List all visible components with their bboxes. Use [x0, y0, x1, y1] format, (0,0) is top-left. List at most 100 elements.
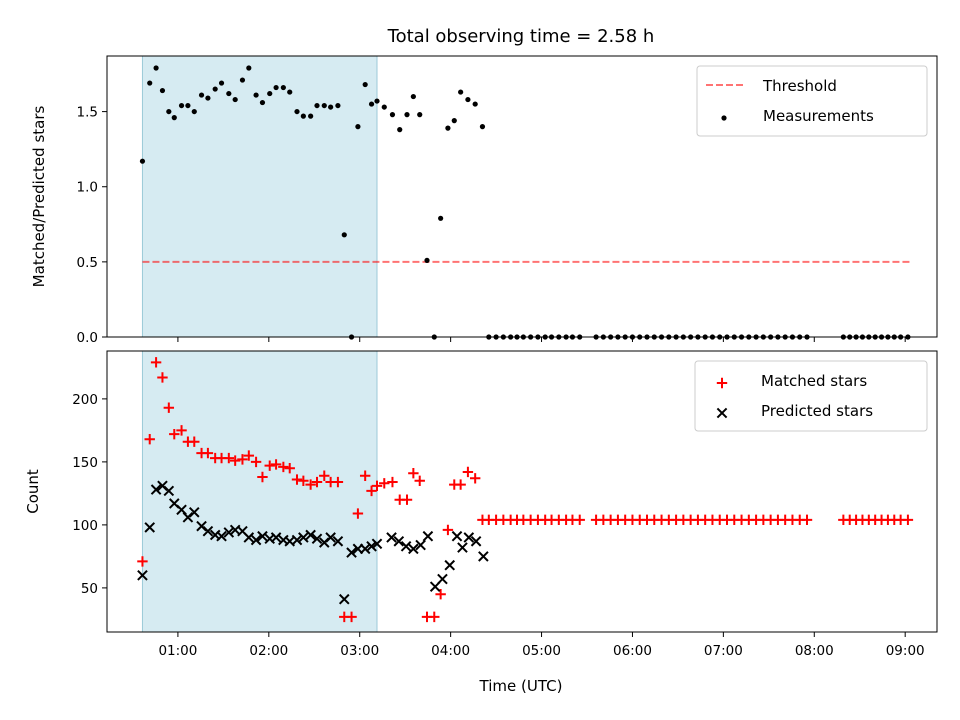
legend-label: Threshold [762, 77, 837, 95]
data-point-plus [298, 475, 309, 486]
data-point-plus [157, 372, 168, 383]
data-point-plus [902, 514, 914, 526]
bottom-panel-y-ticks: 50 100 150 200 [72, 392, 107, 597]
data-point-dot [341, 232, 347, 238]
data-point-dot [191, 108, 197, 115]
legend-box [696, 65, 928, 137]
x-tick-label: 05:00 [522, 643, 561, 659]
data-point-dot [273, 84, 279, 91]
y-tick-label: 100 [72, 518, 98, 534]
data-point-x [243, 532, 255, 543]
data-point-plus [284, 462, 295, 474]
data-point-plus [264, 460, 275, 471]
x-tick-label: 09:00 [886, 643, 925, 659]
bottom-panel-observing-span [141, 350, 378, 633]
data-point-x [163, 485, 175, 497]
data-point-dot [458, 89, 464, 95]
data-point-dot [465, 96, 471, 103]
bottom-panel-x-ticks: 01:00 02:00 03:00 04:00 05:00 06:00 07:00 08:00… [158, 632, 925, 659]
data-point-plus [469, 473, 481, 484]
x-tick-label: 08:00 [795, 643, 834, 659]
x-tick-label: 01:00 [158, 643, 197, 659]
data-point-dot [404, 112, 410, 118]
bottom-panel: 50 100 150 200 01:00 02:00 03:00 04:00 05:00 06:… [24, 350, 938, 659]
data-point-dot [178, 102, 185, 109]
data-point-plus [163, 402, 175, 413]
data-point-dot [153, 65, 159, 71]
data-point-x [250, 534, 262, 546]
data-point-x [298, 532, 309, 543]
data-point-x [338, 593, 350, 605]
data-point-x [451, 530, 463, 542]
data-point-x [478, 551, 489, 562]
data-point-plus [379, 478, 390, 489]
bottom-panel-legend: Matched stars Predicted stars [694, 360, 928, 432]
data-point-dot [368, 101, 375, 107]
data-point-dot [328, 104, 334, 110]
data-point-dot [139, 158, 146, 164]
data-point-plus [359, 470, 371, 481]
data-point-plus [169, 428, 180, 440]
data-point-plus [574, 514, 585, 526]
y-tick-label: 0.5 [77, 255, 98, 271]
data-point-dot [410, 93, 416, 100]
data-point-dot [389, 112, 396, 118]
legend-box [694, 360, 928, 432]
data-point-plus [223, 452, 235, 464]
legend-marker-swatch [721, 115, 727, 121]
data-point-plus [366, 485, 377, 497]
data-point-plus [176, 425, 187, 436]
data-point-dot [374, 98, 380, 104]
data-point-plus [305, 479, 316, 490]
data-point-plus [442, 524, 454, 536]
data-point-plus [250, 456, 262, 468]
legend-marker-swatch [716, 377, 728, 389]
data-point-plus [150, 357, 162, 368]
bottom-panel-frame [106, 350, 938, 633]
data-point-x [415, 539, 426, 551]
data-point-dot [198, 92, 205, 98]
data-point-dot [321, 102, 327, 109]
data-point-x [366, 541, 377, 552]
legend-marker-swatch [716, 407, 728, 419]
data-point-dot [451, 118, 457, 124]
legend-label: Matched stars [761, 372, 867, 390]
x-tick-label: 03:00 [340, 643, 379, 659]
data-point-plus [387, 476, 398, 488]
chart-title: Total observing time = 2.58 h [387, 26, 655, 47]
y-tick-label: 200 [72, 392, 98, 408]
data-point-x [437, 573, 448, 585]
data-point-plus [137, 556, 148, 567]
data-point-x [422, 530, 434, 542]
data-point-x [400, 541, 412, 552]
data-point-plus [455, 479, 466, 490]
y-tick-label: 1.0 [77, 180, 98, 196]
data-point-dot [226, 90, 232, 97]
data-point-x [457, 542, 468, 553]
data-point-plus [237, 454, 248, 465]
data-point-x [216, 530, 227, 542]
data-point-dot [479, 124, 486, 130]
data-point-plus [435, 588, 446, 600]
data-point-dot [287, 89, 293, 95]
data-point-plus [414, 475, 425, 486]
data-point-dot [147, 80, 153, 86]
data-point-x [150, 484, 162, 495]
data-point-x [444, 559, 456, 571]
top-panel-x-ticks [177, 337, 906, 342]
data-point-x [291, 534, 303, 546]
data-point-dot [267, 90, 273, 97]
data-point-x [346, 547, 357, 558]
data-point-x [393, 535, 405, 547]
data-point-dot [417, 112, 423, 118]
data-point-x [188, 506, 200, 518]
data-point-plus [429, 611, 440, 623]
data-point-x [470, 535, 482, 547]
data-point-dot [397, 127, 403, 133]
data-point-dot [362, 81, 368, 88]
data-point-dot [159, 87, 166, 94]
bottom-panel-y-label: Count [24, 469, 42, 514]
data-point-x [325, 532, 336, 543]
y-tick-label: 1.5 [77, 105, 98, 121]
